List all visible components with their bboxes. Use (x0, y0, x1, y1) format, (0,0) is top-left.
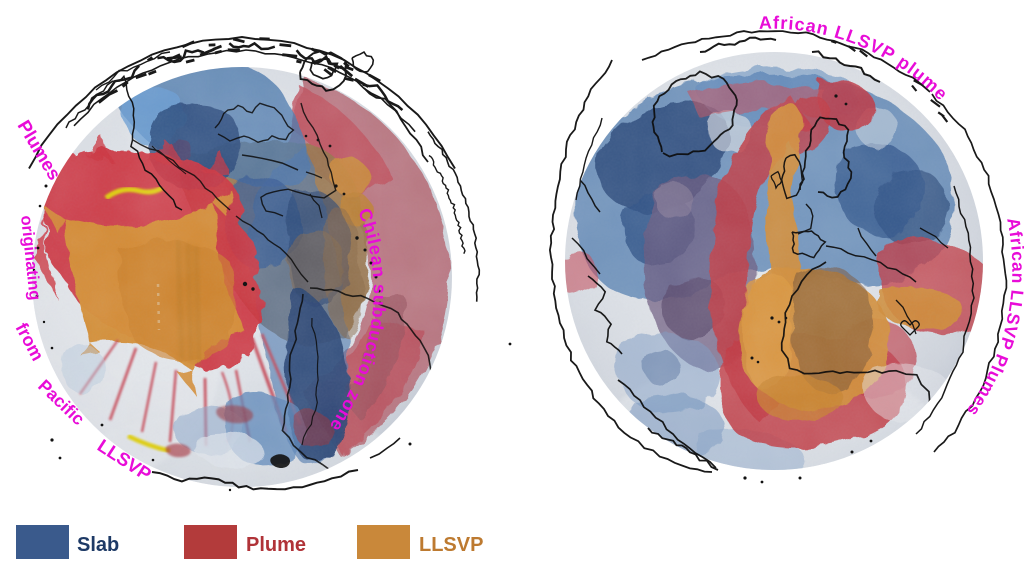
svg-text:Plumes: Plumes (14, 116, 66, 183)
svg-text:Slab: Slab (77, 534, 119, 556)
svg-text:Plume: Plume (246, 534, 306, 556)
svg-text:LLSVP: LLSVP (419, 534, 483, 556)
